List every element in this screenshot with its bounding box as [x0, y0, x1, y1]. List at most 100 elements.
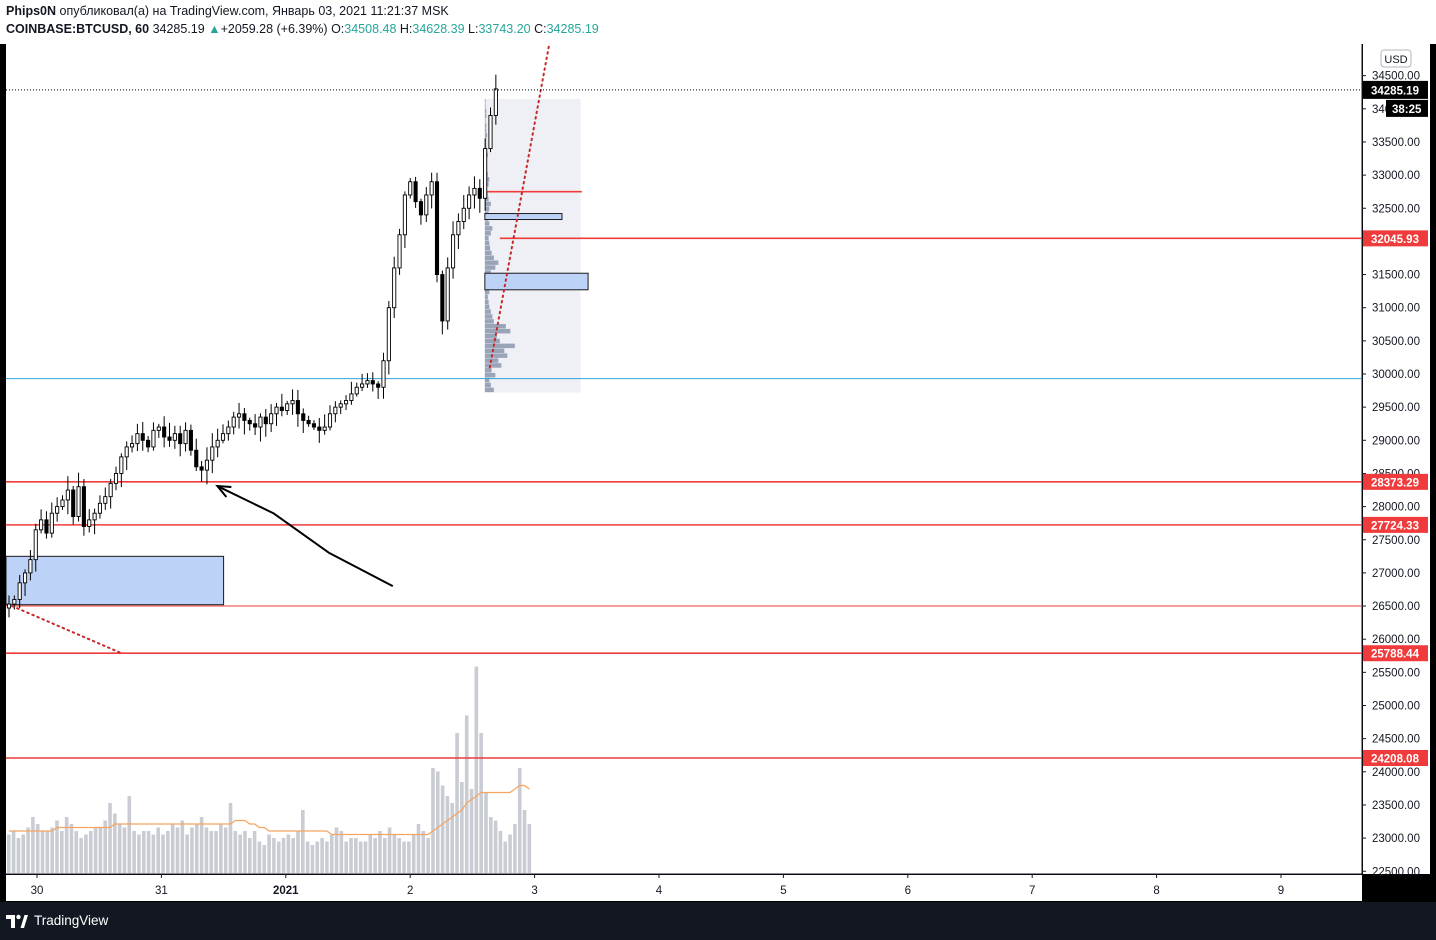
- volume-profile-bar: [484, 299, 489, 305]
- candle-body: [301, 413, 306, 421]
- volume-bar: [50, 827, 54, 873]
- candle-body: [434, 181, 440, 275]
- volume-bar: [513, 824, 517, 873]
- volume-bar: [185, 834, 189, 873]
- volume-bar: [137, 834, 141, 873]
- price-tick-label: 27500.00: [1372, 535, 1420, 547]
- volume-bar: [522, 810, 527, 873]
- plot-area: [6, 44, 1362, 874]
- candle-body: [274, 406, 279, 415]
- price-tick-label: 30000.00: [1372, 369, 1420, 381]
- volume-bar: [7, 834, 11, 873]
- volume-bar: [325, 841, 329, 873]
- volume-profile-bar: [484, 387, 494, 393]
- level-price-label: 24208.08: [1371, 754, 1420, 766]
- volume-bar: [243, 831, 247, 873]
- volume-bar: [127, 796, 132, 873]
- volume-profile-bar: [484, 128, 487, 133]
- volume-bar: [238, 834, 242, 873]
- price-tick-label: 34500.00: [1372, 71, 1420, 83]
- candle-body: [12, 598, 17, 605]
- volume-profile-bar: [484, 289, 490, 295]
- volume-bar: [113, 813, 117, 873]
- chart-header: Phips0N опубликовал(а) на TradingView.co…: [0, 0, 1436, 44]
- volume-profile-bar: [484, 265, 496, 270]
- volume-bar: [88, 831, 93, 873]
- candle-body: [28, 559, 33, 574]
- volume-bar: [286, 834, 291, 873]
- dotted-trend-line[interactable]: [488, 44, 551, 369]
- volume-bar: [228, 803, 233, 873]
- volume-bar: [484, 792, 488, 873]
- zone-rectangle[interactable]: [6, 555, 225, 606]
- candle-body: [33, 529, 38, 561]
- candle-body: [210, 446, 215, 461]
- volume-bar: [199, 817, 204, 873]
- volume-bar: [122, 827, 127, 873]
- tradingview-brand[interactable]: TradingView: [34, 913, 109, 928]
- candle-body: [76, 486, 81, 517]
- candle-body: [65, 489, 70, 501]
- countdown-label: 38:25: [1392, 104, 1422, 116]
- tradingview-logo-icon[interactable]: [6, 912, 28, 930]
- plot-layer: [6, 44, 1362, 873]
- volume-bar: [479, 733, 483, 873]
- volume-bar: [103, 820, 107, 873]
- candle-body: [55, 506, 60, 514]
- candle-body: [429, 181, 434, 196]
- candle-body: [129, 443, 135, 448]
- volume-bar: [175, 827, 180, 873]
- candle-body: [344, 400, 349, 405]
- candle-body: [376, 383, 381, 388]
- currency-badge[interactable]: [1380, 49, 1412, 68]
- volume-profile-bar: [484, 328, 511, 334]
- volume-bar: [190, 827, 194, 873]
- zone-rectangle[interactable]: [484, 213, 563, 221]
- candle-body: [402, 194, 407, 236]
- time-tick-label: 9: [1278, 885, 1284, 897]
- volume-profile-bar: [484, 255, 494, 260]
- volume-bar: [517, 768, 522, 873]
- arrow-line[interactable]: [216, 485, 394, 588]
- candle-body: [178, 433, 183, 445]
- candle-body: [23, 572, 28, 584]
- candle-body: [247, 419, 252, 425]
- candle-body: [295, 400, 300, 415]
- volume-profile-bar: [484, 377, 490, 383]
- candle-body: [258, 416, 263, 428]
- volume-bar: [117, 824, 122, 873]
- symbol-label[interactable]: COINBASE:BTCUSD, 60: [6, 22, 150, 36]
- volume-bar: [252, 831, 257, 873]
- volume-bar: [431, 768, 435, 873]
- candle-body: [290, 400, 295, 405]
- time-tick-label: 2: [407, 885, 413, 897]
- candle-body: [327, 413, 333, 428]
- close-value: 34285.19: [546, 22, 599, 36]
- price-chart[interactable]: 22500.00 23000.00 23500.00 24000.00 24500.00…: [0, 44, 1436, 902]
- volume-bar: [503, 841, 508, 873]
- author-name[interactable]: Phips0N: [6, 4, 57, 18]
- candle-body: [140, 433, 145, 441]
- volume-profile-bar: [484, 270, 491, 275]
- dotted-trend-line[interactable]: [11, 605, 124, 655]
- volume-bar: [464, 715, 469, 873]
- candle-body: [188, 429, 193, 451]
- volume-bar: [305, 841, 310, 873]
- candle-body: [488, 114, 493, 150]
- level-price-label: 27724.33: [1371, 520, 1419, 532]
- price-axis[interactable]: [1363, 44, 1430, 874]
- time-tick-label: 2021: [273, 885, 299, 897]
- price-tick-label: 33000.00: [1372, 170, 1420, 182]
- volume-ma-line: [8, 784, 530, 836]
- price-tick-label: 23000.00: [1372, 833, 1420, 845]
- volume-profile-bar: [484, 98, 486, 104]
- level-price-tag: [1363, 516, 1428, 533]
- last-price-tag: [1363, 80, 1428, 99]
- volume-bar: [416, 824, 421, 873]
- zone-rectangle[interactable]: [484, 272, 589, 291]
- volume-bar: [156, 827, 161, 873]
- time-axis[interactable]: [6, 875, 1362, 901]
- price-tick-label: 30500.00: [1372, 336, 1420, 348]
- candle-body: [386, 307, 391, 362]
- high-label: H:: [399, 22, 413, 36]
